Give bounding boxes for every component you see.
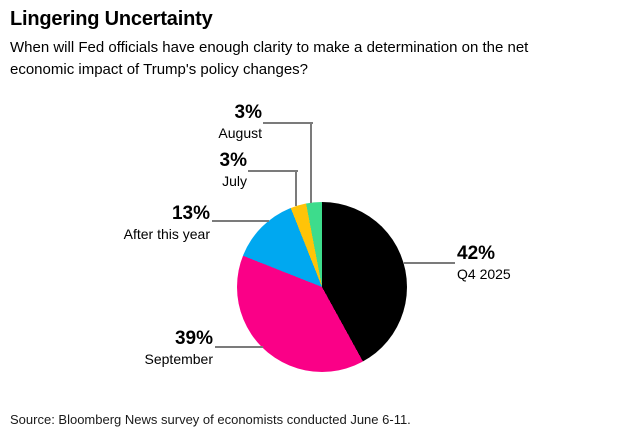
callout-line-july-vertical xyxy=(295,170,297,206)
callout-line-after-this-year xyxy=(212,220,269,222)
pie-label-august-category: August xyxy=(218,125,262,141)
pie-chart xyxy=(237,202,407,372)
pie-label-september: 39% September xyxy=(144,328,213,367)
pie-label-september-category: September xyxy=(144,351,213,367)
pie-label-september-value: 39% xyxy=(174,328,213,349)
callout-line-august-horizontal xyxy=(263,122,313,124)
pie-label-q4-2025-value: 42% xyxy=(457,243,496,264)
chart-title: Lingering Uncertainty xyxy=(10,8,213,30)
pie-label-july-category: July xyxy=(222,173,247,189)
chart-subtitle-line-2: economic impact of Trump's policy change… xyxy=(10,61,309,78)
callout-line-august-vertical xyxy=(310,122,312,203)
pie-label-august-value: 3% xyxy=(234,102,262,123)
pie-label-august: 3% August xyxy=(218,102,262,141)
callout-line-q4-2025 xyxy=(404,262,455,264)
pie-label-q4-2025: 42% Q4 2025 xyxy=(457,243,511,282)
chart-subtitle-line-1: When will Fed officials have enough clar… xyxy=(10,39,529,56)
pie-label-after-this-year: 13% After this year xyxy=(123,203,210,242)
pie-label-july-value: 3% xyxy=(219,150,247,171)
pie-label-after-this-year-category: After this year xyxy=(123,226,210,242)
callout-line-september xyxy=(215,346,263,348)
pie-label-july: 3% July xyxy=(219,150,247,189)
pie-label-after-this-year-value: 13% xyxy=(171,203,210,224)
callout-line-july-horizontal xyxy=(248,170,298,172)
source-attribution: Source: Bloomberg News survey of economi… xyxy=(10,412,411,427)
pie-label-q4-2025-category: Q4 2025 xyxy=(457,266,511,282)
